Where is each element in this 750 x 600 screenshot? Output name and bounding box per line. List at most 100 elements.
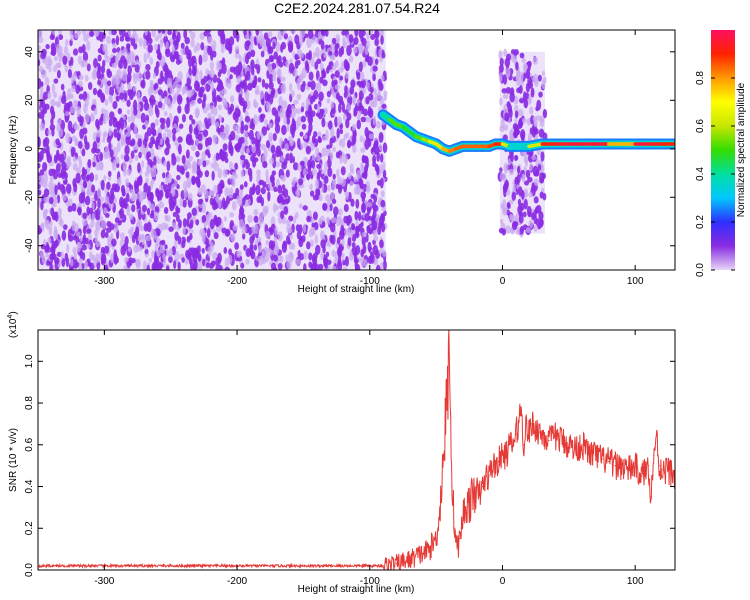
noise-speckle — [270, 262, 277, 270]
snr-point — [528, 433, 530, 435]
snr-point — [554, 435, 557, 438]
noise-speckle — [155, 60, 160, 69]
noise-speckle — [306, 215, 311, 223]
noise-speckle — [311, 262, 317, 270]
noise-speckle — [61, 95, 67, 105]
noise-speckle — [149, 79, 154, 86]
noise-speckle — [132, 144, 138, 150]
noise-speckle — [67, 68, 72, 79]
noise-speckle — [499, 57, 504, 67]
noise-speckle — [320, 108, 325, 115]
noise-speckle — [71, 202, 77, 212]
noise-speckle — [106, 70, 113, 79]
noise-speckle — [364, 139, 370, 150]
noise-speckle — [267, 122, 273, 129]
noise-speckle — [38, 162, 41, 169]
noise-speckle — [100, 253, 105, 265]
noise-speckle — [216, 127, 220, 133]
noise-speckle — [93, 57, 98, 69]
noise-speckle — [169, 201, 175, 212]
noise-speckle — [316, 52, 320, 59]
noise-speckle — [123, 166, 127, 177]
noise-speckle — [234, 242, 240, 250]
snr-point — [647, 465, 650, 467]
noise-speckle — [362, 86, 366, 95]
noise-speckle — [128, 213, 134, 221]
noise-speckle — [305, 103, 309, 112]
noise-speckle — [532, 56, 538, 65]
noise-speckle — [531, 76, 537, 82]
noise-speckle — [502, 207, 508, 216]
noise-speckle — [154, 118, 159, 126]
noise-speckle — [100, 92, 106, 103]
noise-speckle — [264, 82, 269, 90]
noise-speckle — [55, 163, 61, 173]
snr-point — [442, 465, 444, 467]
noise-speckle — [216, 216, 222, 226]
noise-speckle — [535, 157, 539, 167]
noise-speckle — [273, 51, 278, 60]
noise-speckle — [50, 98, 56, 107]
noise-speckle — [330, 217, 337, 224]
noise-speckle — [344, 61, 349, 68]
noise-speckle — [83, 33, 89, 42]
noise-speckle — [368, 108, 374, 119]
noise-speckle — [40, 223, 45, 229]
noise-speckle — [235, 45, 240, 53]
noise-speckle — [305, 145, 311, 155]
noise-speckle — [202, 129, 209, 137]
noise-speckle — [82, 181, 88, 189]
noise-speckle — [117, 108, 123, 115]
noise-speckle — [370, 251, 374, 258]
noise-speckle — [249, 243, 254, 250]
snr-point — [574, 448, 577, 450]
noise-speckle — [211, 170, 215, 181]
noise-speckle — [202, 93, 207, 103]
noise-speckle — [47, 237, 52, 245]
noise-speckle — [320, 30, 327, 37]
noise-speckle — [260, 187, 266, 195]
noise-speckle — [332, 146, 336, 153]
noise-speckle — [353, 250, 358, 262]
noise-speckle — [277, 30, 283, 41]
noise-speckle — [131, 234, 136, 244]
noise-speckle — [285, 112, 291, 119]
snr-frame — [37, 329, 676, 571]
noise-speckle — [533, 127, 539, 135]
noise-speckle — [57, 62, 62, 69]
noise-speckle — [81, 30, 87, 36]
noise-speckle — [538, 218, 544, 228]
noise-speckle — [349, 163, 354, 172]
noise-speckle — [75, 84, 81, 95]
noise-speckle — [367, 56, 373, 67]
noise-speckle — [220, 154, 225, 161]
noise-speckle — [222, 97, 228, 106]
noise-speckle — [86, 228, 92, 234]
noise-speckle — [121, 30, 126, 38]
noise-speckle — [314, 61, 319, 70]
noise-speckle — [265, 175, 270, 184]
snr-point — [302, 565, 305, 567]
noise-speckle — [286, 259, 292, 270]
noise-speckle — [190, 31, 196, 40]
noise-speckle — [90, 218, 95, 228]
noise-speckle — [125, 193, 130, 203]
noise-speckle — [185, 149, 190, 159]
noise-speckle — [339, 155, 343, 164]
noise-speckle — [68, 60, 72, 67]
noise-speckle — [309, 95, 314, 105]
noise-speckle — [268, 46, 274, 55]
noise-speckle — [265, 140, 271, 149]
noise-speckle — [512, 164, 517, 171]
noise-speckle — [333, 206, 339, 217]
noise-speckle — [350, 79, 356, 88]
noise-speckle — [212, 251, 218, 260]
noise-speckle — [61, 185, 66, 197]
noise-speckle — [189, 219, 194, 228]
noise-speckle — [88, 207, 94, 215]
colorbar-ticks: 0.0 0.2 0.4 0.6 0.8 — [695, 71, 735, 277]
noise-speckle — [167, 77, 173, 86]
noise-speckle — [78, 262, 83, 270]
noise-speckle — [110, 57, 116, 64]
noise-speckle — [374, 139, 379, 147]
